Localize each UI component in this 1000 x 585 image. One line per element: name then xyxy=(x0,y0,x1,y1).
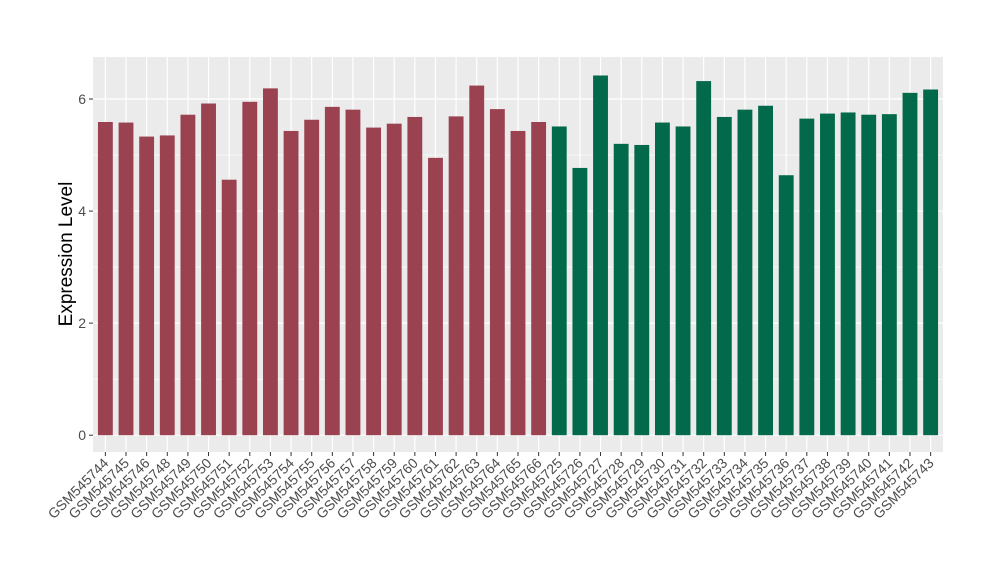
bar xyxy=(881,114,897,436)
bar xyxy=(97,121,113,436)
bar xyxy=(716,116,732,436)
bar xyxy=(572,167,588,436)
bar xyxy=(407,116,423,436)
bar xyxy=(139,136,155,436)
bar xyxy=(675,126,691,436)
bar xyxy=(469,85,485,436)
bar xyxy=(118,122,134,436)
bar xyxy=(778,175,794,436)
y-axis-title: Expression Level xyxy=(56,182,77,327)
bar xyxy=(634,144,650,436)
bar xyxy=(201,103,216,436)
bar xyxy=(840,112,856,436)
bar xyxy=(613,143,629,436)
bar xyxy=(861,114,877,436)
bar xyxy=(221,179,237,436)
bar xyxy=(283,130,299,436)
bar xyxy=(902,92,918,436)
bar xyxy=(263,88,278,436)
bar xyxy=(489,109,505,436)
x-axis: GSM545744GSM545745GSM545746GSM545748GSM5… xyxy=(45,452,937,522)
bar xyxy=(304,119,320,436)
bar xyxy=(799,118,815,436)
y-tick-label: 2 xyxy=(78,315,86,331)
y-tick-label: 4 xyxy=(78,203,86,219)
bar xyxy=(820,113,835,436)
bar xyxy=(386,123,402,436)
bar xyxy=(923,89,939,436)
bar xyxy=(593,75,608,436)
bar xyxy=(428,157,443,436)
bar xyxy=(531,121,547,436)
bar xyxy=(159,135,175,436)
bar xyxy=(510,130,526,436)
bar xyxy=(737,109,753,436)
bar-layer xyxy=(97,75,939,436)
bar xyxy=(366,127,382,436)
bar xyxy=(345,109,361,436)
y-axis: 0 2 4 6 xyxy=(78,91,93,443)
y-tick-label: 0 xyxy=(78,427,86,443)
bar xyxy=(324,106,340,436)
bar xyxy=(696,81,712,436)
y-tick-label: 6 xyxy=(78,91,86,107)
bar xyxy=(654,122,670,436)
bar xyxy=(242,101,258,436)
bar xyxy=(180,114,196,436)
bar xyxy=(758,105,773,436)
bar xyxy=(551,126,567,436)
bar xyxy=(448,116,464,436)
